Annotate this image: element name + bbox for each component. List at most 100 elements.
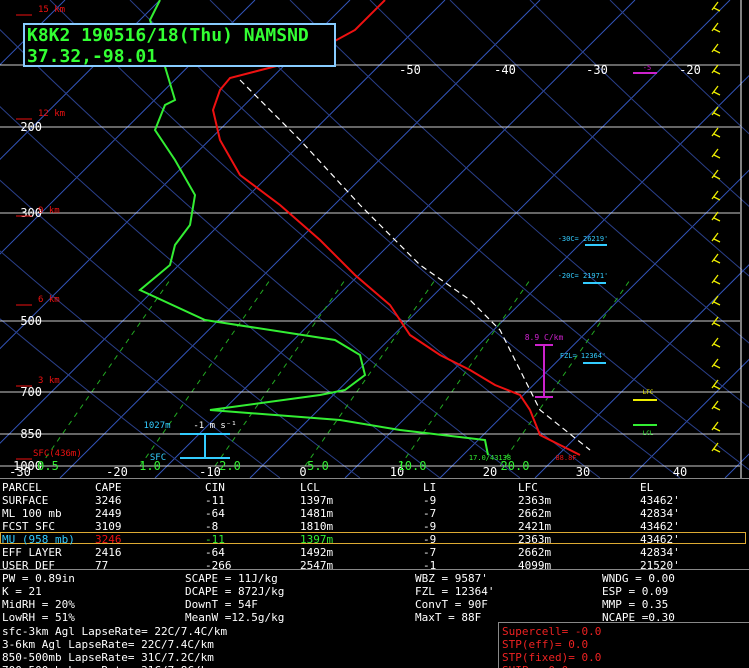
label: 2.0: [219, 459, 241, 473]
isotherm: [249, 0, 731, 479]
panel-text: ConvT = 90F: [415, 598, 488, 611]
label: FZL= 12364': [560, 352, 606, 360]
wind-barb: [711, 43, 721, 54]
panel-text: PARCEL: [2, 481, 42, 494]
isotherm: [0, 0, 256, 255]
label: 1027m: [143, 421, 170, 431]
panel-text: MaxT = 88F: [415, 611, 482, 624]
panel-text: -8: [205, 520, 219, 533]
panel-text: 1810m: [300, 520, 334, 533]
panel-text: FCST SFC: [2, 520, 55, 533]
label: 10.0: [398, 459, 427, 473]
label: 8.9 C/km: [525, 333, 564, 342]
label: 700: [20, 385, 42, 399]
wind-barb: [711, 85, 721, 96]
wind-barb: [711, 1, 721, 12]
panel-text: WBZ = 9587': [415, 572, 488, 585]
label: 20.0: [501, 459, 530, 473]
panel-text: 700-500mb LapseRate= 31C/7.8C/km: [2, 665, 214, 668]
wind-barb: [711, 106, 721, 117]
background-lines: [0, 0, 749, 479]
panel-text: NCAPE =0.30: [602, 611, 675, 624]
panel-text: 3-6km Agl LapseRate= 22C/7.4C/km: [2, 638, 214, 651]
label: SFC(436m): [33, 449, 82, 459]
wind-barb: [711, 169, 721, 180]
dry-adiabat: [0, 318, 201, 479]
label: 20: [483, 465, 497, 479]
panel-text: 43462': [640, 520, 680, 533]
label: 88.8F: [555, 454, 576, 462]
panel-text: -11: [205, 533, 225, 546]
severe-box: [498, 622, 749, 668]
label: 850: [20, 427, 42, 441]
label: SFC: [150, 453, 166, 463]
panel-text: -64: [205, 546, 225, 559]
panel-text: -9: [423, 520, 437, 533]
label: -10: [199, 465, 221, 479]
panel-text: STP(fixed)= 0.0: [502, 651, 602, 664]
dry-adiabat: [369, 0, 749, 344]
panel-text: 3246: [95, 494, 122, 507]
label: 17.0/43138: [469, 454, 511, 462]
panel-text: -7: [423, 507, 437, 520]
label: 9 km: [38, 206, 60, 216]
panel-text: -64: [205, 507, 225, 520]
divider: [0, 569, 749, 570]
isobars: [0, 64, 740, 467]
isotherm: [0, 0, 351, 350]
dewpoint-trace: [138, 0, 489, 456]
lapse-marker: [535, 72, 657, 398]
panel-text: 21520': [640, 559, 680, 572]
panel-text: ESP = 0.09: [602, 585, 669, 598]
label: -40: [494, 63, 516, 77]
panel-text: 3246: [95, 533, 122, 546]
panel-text: 4099m: [518, 559, 552, 572]
label: 10: [390, 465, 404, 479]
location: 37.32,-98.01: [27, 46, 158, 67]
isotherm: [154, 0, 636, 479]
label: -5: [643, 64, 651, 72]
panel-text: Supercell= -0.0: [502, 625, 602, 638]
panel-text: FZL = 12364': [415, 585, 495, 598]
panel-text: 850-500mb LapseRate= 31C/7.2C/km: [2, 651, 214, 664]
wind-barb: [711, 400, 721, 411]
panel-text: -266: [205, 559, 232, 572]
label: 15 km: [38, 5, 65, 15]
panel-text: MeanW =12.5g/kg: [185, 611, 285, 624]
panel-text: 1492m: [300, 546, 334, 559]
dry-adiabat: [0, 105, 441, 479]
panel-text: 1397m: [300, 533, 334, 546]
panel-text: 43462': [640, 533, 680, 546]
mixing-ratio: [499, 279, 631, 467]
panel-text: 2547m: [300, 559, 334, 572]
wind-barb: [711, 64, 721, 75]
mixing-ratio: [399, 279, 531, 467]
panel-text: 2363m: [518, 494, 552, 507]
station: K8K2 190516/18(Thu) NAMSND: [27, 25, 309, 46]
dry-adiabat: [529, 0, 749, 207]
label: 12 km: [38, 109, 65, 119]
wind-barb: [711, 253, 721, 264]
panel-text: MidRH = 20%: [2, 598, 75, 611]
panel-text: -7: [423, 546, 437, 559]
parcel-markers: [633, 399, 657, 426]
wind-barbs: [711, 1, 721, 453]
isotherm: [0, 0, 66, 66]
dry-adiabat: [289, 0, 749, 409]
isotherm: [534, 264, 749, 479]
wind-barb: [711, 232, 721, 243]
wind-barb: [711, 274, 721, 285]
label: -1 m s⁻¹: [193, 421, 236, 431]
panel-text: EL: [640, 481, 654, 494]
indices-panel: PARCEL CAPE CIN LCL LI LFC EL SURFACE 3246 -11 139…: [0, 478, 749, 668]
label: 1.0: [139, 459, 161, 473]
panel-text: 1481m: [300, 507, 334, 520]
mixing-ratio: [304, 279, 436, 467]
dry-adiabat: [0, 29, 521, 479]
label: 200: [20, 120, 42, 134]
station-header: K8K2 190516/18(Thu) NAMSND 37.32,-98.01: [23, 23, 336, 67]
panel-text: -9: [423, 533, 437, 546]
label: -30: [586, 63, 608, 77]
selected-row: [0, 532, 746, 544]
label: -20: [106, 465, 128, 479]
